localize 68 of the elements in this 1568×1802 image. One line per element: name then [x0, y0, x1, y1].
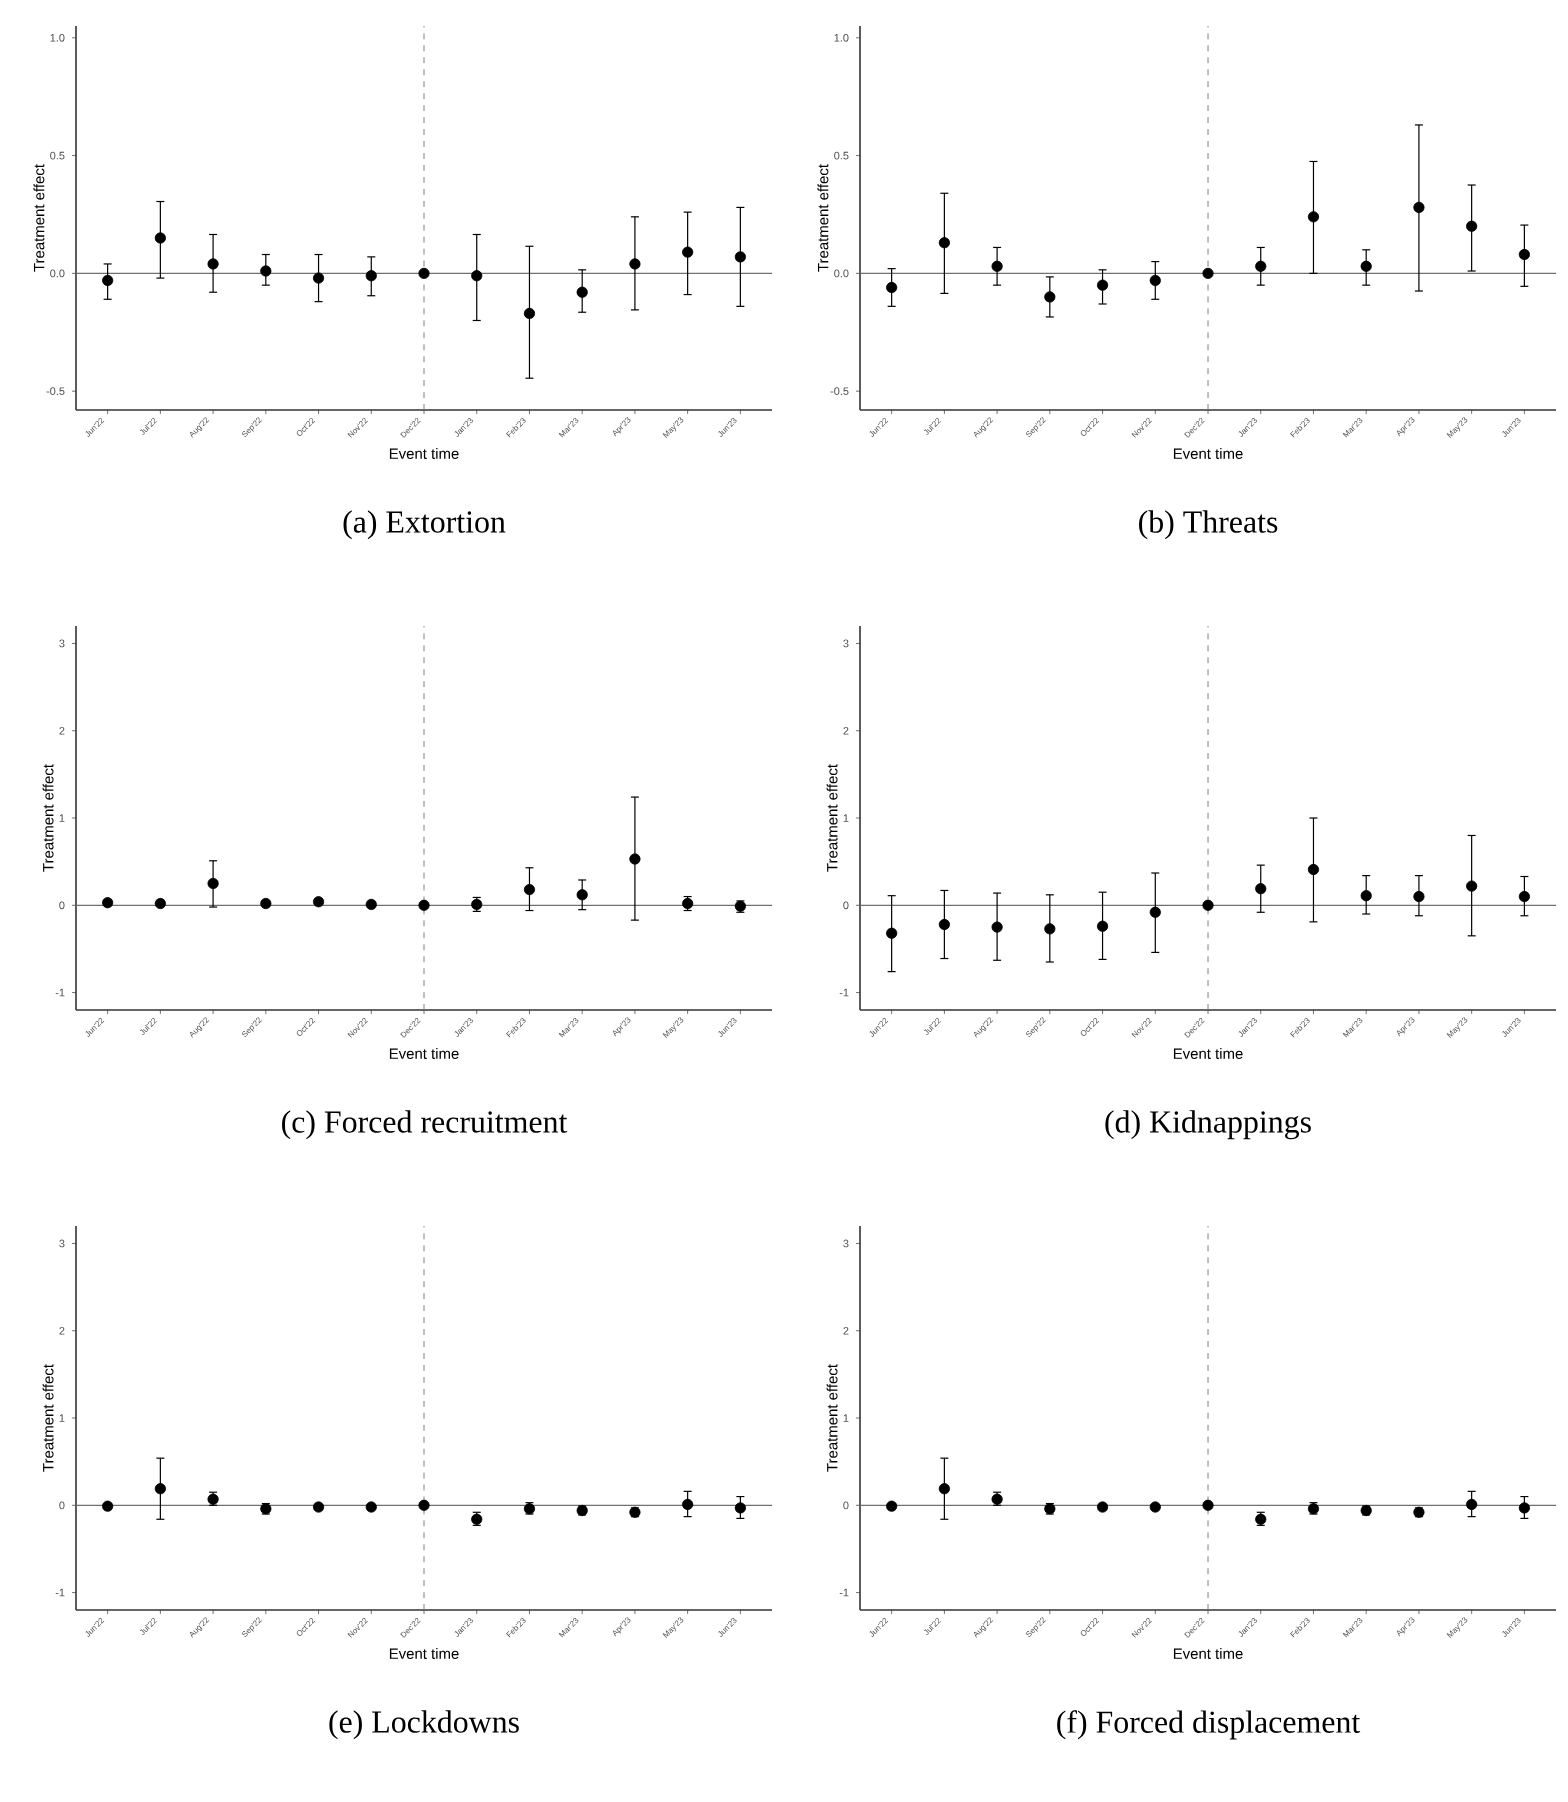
point: [629, 853, 641, 865]
text: (c) Forced recruitment: [282, 1110, 568, 1140]
point: [523, 307, 536, 320]
point: [207, 877, 219, 890]
point: [523, 883, 536, 896]
text: (a) Extortion: [343, 510, 506, 540]
text: (b) Threats: [1139, 510, 1278, 540]
point: [886, 281, 898, 294]
point: [1096, 279, 1109, 291]
point: [886, 1500, 898, 1512]
point: [1202, 899, 1214, 911]
point: [471, 270, 483, 282]
point: [938, 918, 950, 931]
point: [260, 265, 272, 277]
point: [1413, 890, 1425, 903]
point: [1413, 201, 1425, 213]
text: (e) Lockdowns: [329, 1710, 519, 1740]
point: [102, 1500, 114, 1512]
point: [1518, 890, 1530, 903]
point: [682, 246, 694, 258]
point: [1360, 260, 1372, 272]
point: [365, 1501, 377, 1513]
point: [734, 1502, 746, 1514]
point: [1149, 906, 1161, 918]
point: [1518, 1502, 1530, 1514]
point: [1466, 880, 1478, 892]
point: [576, 889, 588, 901]
point: [734, 251, 746, 263]
point: [1255, 883, 1267, 895]
point: [1307, 211, 1320, 223]
point: [629, 258, 641, 270]
point: [1202, 1499, 1214, 1511]
point: [418, 899, 430, 911]
point: [102, 897, 114, 909]
point: [1360, 890, 1372, 902]
point: [1149, 1501, 1161, 1513]
point: [1044, 923, 1056, 935]
point: [365, 270, 377, 282]
point: [1044, 291, 1056, 303]
point: [682, 1498, 694, 1511]
point: [576, 286, 588, 298]
point: [312, 272, 325, 284]
point: [154, 232, 166, 244]
point: [1307, 863, 1320, 876]
point: [991, 921, 1003, 933]
point: [938, 237, 950, 249]
point: [418, 267, 430, 279]
text: (d) Kidnappings: [1105, 1110, 1311, 1140]
point: [1202, 267, 1214, 279]
point: [312, 1501, 325, 1513]
point: [991, 260, 1003, 272]
point: [102, 274, 114, 287]
point: [1096, 1501, 1109, 1513]
text: (f) Forced displacement: [1057, 1710, 1361, 1740]
point: [154, 1483, 166, 1495]
point: [365, 898, 377, 911]
point: [1096, 920, 1109, 932]
point: [1466, 220, 1478, 232]
point: [1466, 1498, 1478, 1511]
point: [154, 897, 166, 910]
point: [886, 927, 898, 939]
point: [418, 1499, 430, 1511]
point: [1518, 248, 1530, 261]
point: [207, 258, 219, 270]
point: [938, 1483, 950, 1495]
point: [260, 897, 272, 910]
point: [1255, 260, 1267, 272]
point: [1149, 274, 1161, 287]
